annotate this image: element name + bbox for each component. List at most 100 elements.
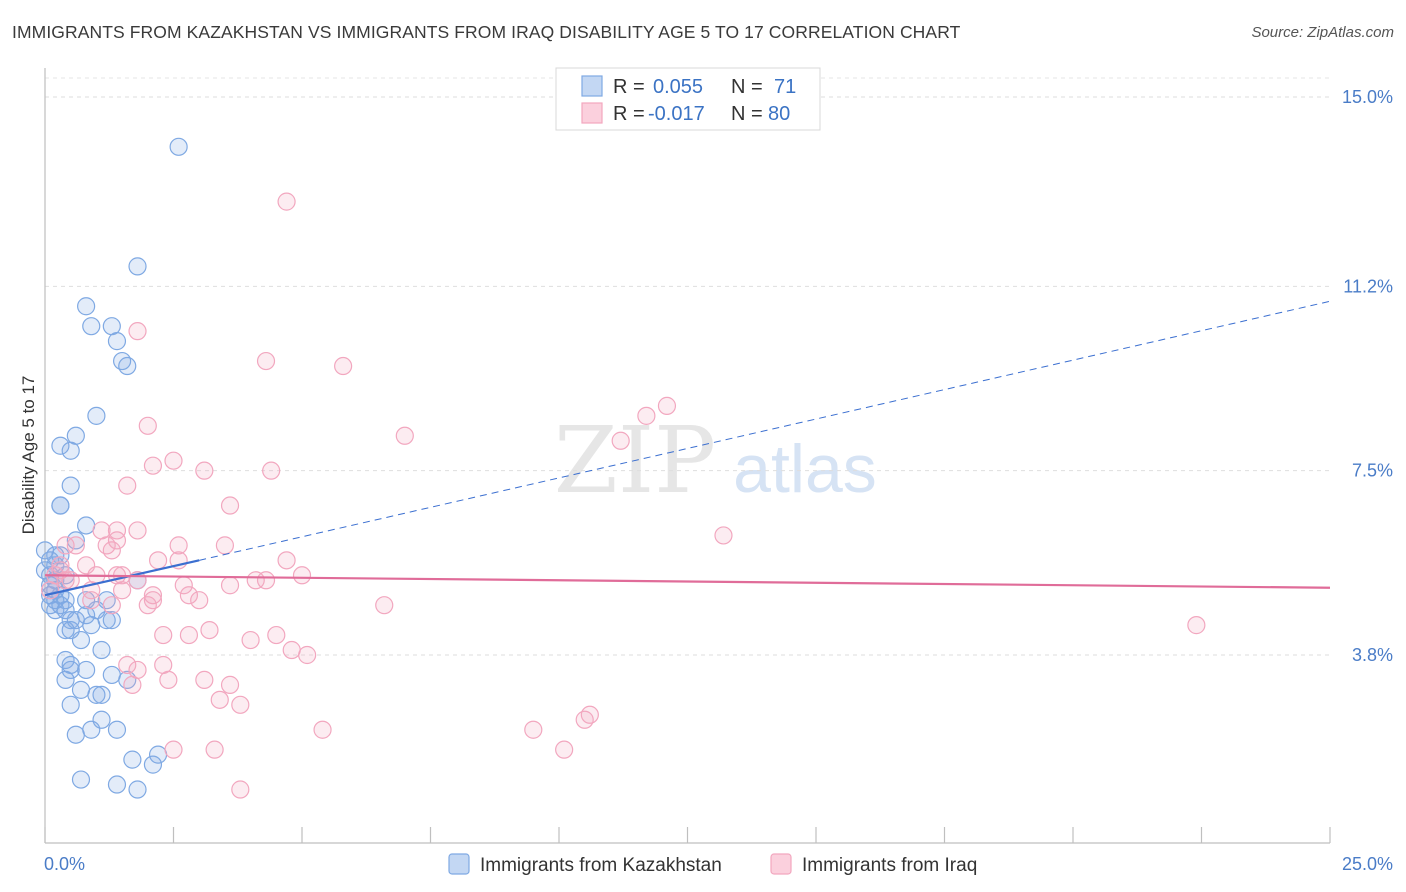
watermark-atlas: atlas: [733, 431, 877, 507]
kazakhstan-point-8: [87, 406, 106, 425]
iraq-point-59: [118, 655, 137, 675]
iraq-point-1: [128, 322, 147, 341]
kazakhstan-point-49: [61, 660, 80, 680]
iraq-point-12: [262, 461, 281, 480]
iraq-point-0: [277, 192, 296, 211]
trend-lines: [44, 300, 1331, 597]
iraq-point-22: [97, 536, 116, 555]
iraq-point-25: [215, 536, 234, 555]
kazakhstan-point-1: [128, 257, 147, 276]
kazakhstan-point-67: [128, 780, 147, 799]
iraq-point-56: [282, 640, 301, 660]
iraq-point-6: [138, 416, 157, 435]
kazakhstan-point-15: [77, 516, 96, 535]
kazakhstan-point-61: [66, 725, 85, 744]
kazakhstan-point-56: [92, 685, 111, 704]
iraq-point-10: [143, 456, 163, 475]
legend-swatch-iraq: [581, 102, 603, 124]
kazakhstan-trend-line: [44, 559, 200, 597]
iraq-point-13: [118, 476, 137, 495]
kazakhstan-point-43: [56, 620, 75, 640]
iraq-point-26: [148, 551, 168, 570]
kazakhstan-point-48: [77, 660, 96, 680]
iraq-point-4: [657, 396, 677, 415]
iraq-point-42: [256, 571, 276, 590]
iraq-point-2: [256, 351, 276, 371]
y-tick-label-0: 3.8%: [1352, 645, 1393, 665]
iraq-point-57: [298, 645, 317, 665]
iraq-point-43: [292, 566, 312, 585]
kazakhstan-point-46: [56, 650, 75, 670]
y-tick-label-3: 15.0%: [1342, 87, 1393, 107]
y-tick-label-2: 11.2%: [1343, 276, 1393, 296]
iraq-point-79: [112, 581, 132, 600]
kazakhstan-point-57: [61, 695, 80, 714]
iraq-point-44: [143, 586, 163, 605]
kazakhstan-point-6: [112, 351, 132, 371]
iraq-point-78: [82, 591, 101, 610]
kazakhstan-point-55: [87, 685, 106, 704]
iraq-point-61: [123, 675, 142, 694]
kazakhstan-point-68: [35, 541, 55, 560]
stats-legend: R = 0.055 N = 71 R = -0.017 N = 80: [555, 67, 821, 131]
legend-r-value-2: -0.017: [648, 103, 705, 125]
iraq-point-45: [143, 591, 163, 610]
bottom-legend-swatch-iraq: [770, 853, 792, 875]
iraq-point-54: [241, 630, 260, 650]
iraq-point-24: [169, 536, 188, 555]
legend-swatch-kazakhstan: [581, 75, 603, 97]
axes: [44, 68, 1331, 844]
iraq-point-65: [210, 690, 229, 709]
kazakhstan-point-10: [51, 436, 70, 455]
legend-n-label-2: N =: [731, 103, 763, 125]
kazakhstan-point-0: [169, 137, 188, 156]
y-axis-title: Disability Age 5 to 17: [19, 376, 38, 535]
iraq-point-55: [267, 625, 286, 645]
series-legend: Immigrants from Kazakhstan Immigrants fr…: [448, 853, 977, 876]
legend-n-value-1: 71: [774, 76, 796, 98]
iraq-point-75: [1187, 616, 1206, 635]
iraq-point-52: [179, 625, 199, 645]
iraq-point-18: [107, 531, 127, 550]
iraq-point-46: [179, 586, 199, 605]
legend-n-label-1: N =: [731, 76, 763, 98]
iraq-point-7: [395, 426, 414, 445]
legend-r-label-2: R =: [613, 103, 645, 125]
kazakhstan-point-50: [92, 640, 111, 660]
iraq-point-72: [205, 740, 224, 759]
kazakhstan-point-59: [82, 720, 101, 739]
kazakhstan-point-11: [61, 441, 80, 460]
iraq-point-14: [220, 496, 240, 515]
bottom-legend-label-iraq: Immigrants from Iraq: [802, 855, 977, 876]
kazakhstan-point-53: [56, 670, 75, 690]
tick-labels: 3.8% 7.5% 11.2% 15.0% 0.0% 25.0%: [44, 87, 1393, 874]
kazakhstan-point-42: [82, 616, 101, 635]
iraq-point-70: [524, 720, 543, 739]
iraq-point-48: [138, 596, 157, 615]
kazakhstan-point-62: [123, 750, 142, 769]
iraq-point-69: [313, 720, 332, 739]
iraq-point-62: [159, 670, 178, 690]
kazakhstan-point-2: [77, 297, 96, 316]
iraq-point-5: [637, 406, 656, 425]
legend-r-label-1: R =: [613, 76, 645, 98]
iraq-point-3: [334, 356, 353, 376]
iraq-point-41: [246, 571, 265, 590]
iraq-point-50: [375, 596, 394, 615]
iraq-point-28: [277, 551, 296, 570]
y-tick-label-1: 7.5%: [1352, 461, 1393, 481]
iraq-point-63: [195, 670, 214, 690]
bottom-legend-swatch-kazakhstan: [448, 853, 470, 875]
kazakhstan-point-60: [107, 720, 127, 739]
iraq-point-47: [190, 591, 209, 610]
kazakhstan-point-66: [107, 775, 127, 794]
iraq-point-9: [164, 451, 183, 470]
iraq-point-68: [580, 705, 599, 724]
chart-title: IMMIGRANTS FROM KAZAKHSTAN VS IMMIGRANTS…: [12, 22, 961, 42]
x-tick-label-0: 0.0%: [44, 854, 85, 874]
iraq-point-64: [220, 675, 240, 694]
kazakhstan-point-41: [102, 611, 121, 630]
iraq-point-76: [41, 581, 60, 600]
iraq-point-11: [195, 461, 214, 480]
